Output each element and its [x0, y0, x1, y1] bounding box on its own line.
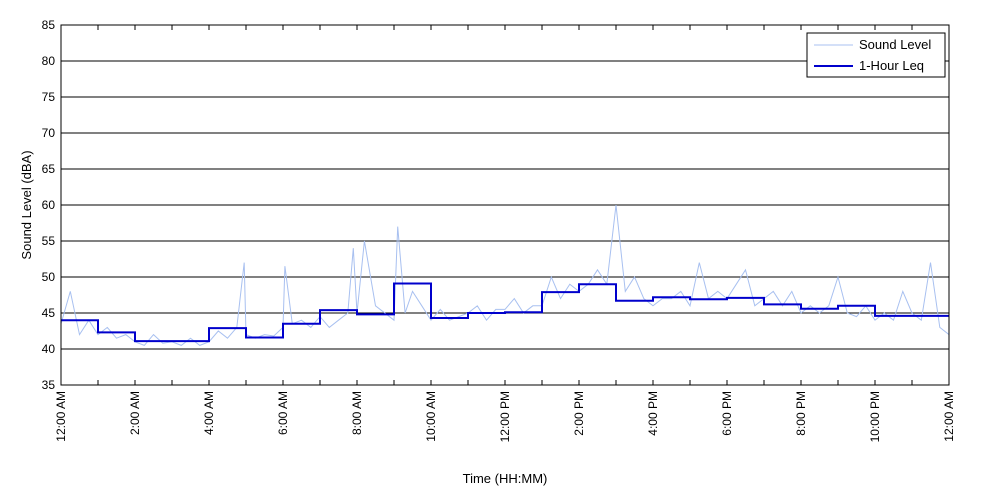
x-tick-label: 8:00 PM: [794, 391, 808, 436]
x-tick-label: 6:00 AM: [276, 391, 290, 435]
x-tick-label: 2:00 PM: [572, 391, 586, 436]
y-tick-label: 50: [42, 270, 56, 284]
y-tick-label: 80: [42, 54, 56, 68]
y-tick-label: 75: [42, 90, 56, 104]
y-axis-label: Sound Level (dBA): [19, 150, 34, 259]
x-axis-ticks: 12:00 AM 2:00 AM 4:00 AM 6:00 AM 8:00 AM 10:0…: [54, 25, 956, 442]
x-tick-label: 2:00 AM: [128, 391, 142, 435]
y-tick-label: 45: [42, 306, 56, 320]
legend-label-sound-level: Sound Level: [859, 37, 931, 52]
x-tick-label: 10:00 AM: [424, 391, 438, 442]
plot-frame: [60, 24, 950, 386]
x-tick-label: 4:00 PM: [646, 391, 660, 436]
x-tick-label: 12:00 AM: [942, 391, 956, 442]
x-tick-label: 4:00 AM: [202, 391, 216, 435]
x-tick-label: 12:00 AM: [54, 391, 68, 442]
x-tick-label: 8:00 AM: [350, 391, 364, 435]
y-tick-label: 65: [42, 162, 56, 176]
y-tick-label: 70: [42, 126, 56, 140]
series-1-hour-leq: [61, 282, 949, 343]
y-tick-label: 60: [42, 198, 56, 212]
x-tick-label: 10:00 PM: [868, 391, 882, 442]
y-tick-label: 35: [42, 378, 56, 392]
x-axis-label: Time (HH:MM): [463, 471, 548, 486]
y-tick-label: 55: [42, 234, 56, 248]
legend-label-1-hour-leq: 1-Hour Leq: [859, 58, 924, 73]
legend: Sound Level 1-Hour Leq: [806, 32, 946, 78]
legend-box: [806, 32, 946, 78]
y-tick-label: 40: [42, 342, 56, 356]
x-tick-label: 6:00 PM: [720, 391, 734, 436]
x-tick-label: 12:00 PM: [498, 391, 512, 442]
y-tick-label: 85: [42, 18, 56, 32]
series-layer: [60, 204, 950, 346]
series-sound-level: [60, 204, 950, 346]
